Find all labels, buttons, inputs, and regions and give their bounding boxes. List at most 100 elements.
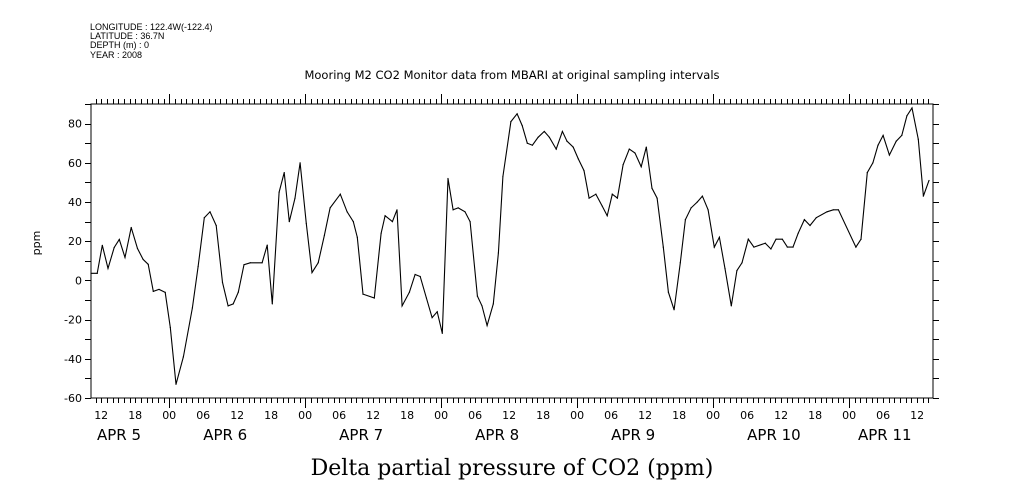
data-point (877, 144, 879, 146)
data-point (447, 177, 449, 180)
data-point (713, 246, 715, 248)
data-point (526, 142, 528, 144)
y-tick-label: 40 (68, 196, 82, 209)
x-tick-label: 00 (434, 409, 448, 422)
data-point (616, 197, 618, 199)
data-point (622, 164, 624, 166)
longitude-label: LONGITUDE : 122.4W(-122.4) (90, 22, 213, 32)
data-point (690, 207, 692, 209)
data-point (662, 246, 664, 248)
data-point (101, 244, 103, 246)
data-point (305, 222, 307, 225)
data-point (640, 166, 642, 168)
data-point (928, 179, 930, 182)
data-point (352, 221, 354, 223)
data-point (209, 211, 211, 213)
data-point (384, 215, 386, 217)
data-point (775, 238, 777, 240)
data-point (815, 217, 817, 219)
y-tick-label: 20 (68, 235, 82, 248)
data-marks (90, 106, 930, 385)
data-point (299, 162, 301, 164)
series-line-delta-pco2 (91, 106, 930, 385)
data-point (696, 201, 698, 203)
x-tick-label: 06 (740, 409, 754, 422)
x-tick-label: 12 (230, 409, 244, 422)
data-point (832, 209, 834, 211)
data-point (431, 317, 433, 319)
data-point (288, 221, 290, 223)
data-point (481, 305, 483, 307)
data-point (797, 232, 799, 234)
x-tick-label: 06 (604, 409, 618, 422)
data-point (469, 221, 471, 223)
data-point (502, 175, 504, 178)
data-point (401, 305, 403, 307)
data-point (158, 288, 160, 291)
data-point (583, 170, 585, 172)
x-tick-label: 12 (94, 409, 108, 422)
data-point (753, 246, 755, 248)
data-point (147, 263, 149, 265)
depth-label: DEPTH (m) : 0 (90, 40, 149, 50)
data-point (182, 356, 184, 358)
y-tick-label: -20 (64, 314, 82, 327)
data-point (860, 238, 862, 240)
x-tick-label: 00 (706, 409, 720, 422)
data-point (764, 242, 766, 244)
x-tick-label: 12 (910, 409, 924, 422)
data-point (476, 295, 479, 297)
data-point (855, 246, 857, 248)
x-tick-label: 18 (672, 409, 686, 422)
x-tick-label: 18 (536, 409, 550, 422)
data-point (396, 209, 398, 211)
x-tick-label: 12 (638, 409, 652, 422)
data-point (572, 146, 574, 148)
data-point (537, 136, 539, 138)
data-point (656, 197, 658, 199)
x-tick-label: 06 (468, 409, 482, 422)
data-point (191, 307, 194, 309)
y-axis-title: ppm (30, 231, 43, 256)
x-tick-label: 18 (808, 409, 822, 422)
x-axis-title: Delta partial pressure of CO2 (ppm) (311, 456, 714, 481)
data-point (595, 193, 597, 195)
x-tick-label: 06 (196, 409, 210, 422)
x-tick-label: 18 (128, 409, 142, 422)
data-point (922, 195, 924, 197)
data-point (809, 224, 811, 227)
data-point (837, 209, 839, 211)
data-point (917, 138, 919, 140)
data-point (452, 209, 454, 211)
x-tick-label: 12 (366, 409, 380, 422)
data-point (271, 303, 273, 305)
y-tick-label: -40 (64, 353, 82, 366)
data-point (130, 226, 132, 229)
data-point (441, 332, 443, 334)
data-point (356, 236, 358, 238)
data-point (895, 140, 897, 142)
data-point (826, 211, 828, 213)
data-point (215, 224, 217, 227)
data-point (516, 113, 518, 115)
data-point (510, 121, 512, 123)
date-label: APR 9 (611, 426, 655, 444)
data-point (113, 246, 115, 249)
x-tick-label: 00 (298, 409, 312, 422)
data-point (792, 246, 794, 248)
data-point (611, 193, 613, 195)
data-point (888, 154, 890, 156)
data-point (362, 293, 364, 295)
x-tick-label: 00 (842, 409, 856, 422)
data-point (457, 207, 459, 209)
data-point (736, 270, 738, 272)
data-point (781, 238, 783, 240)
axes: -60 -40 -20 0 20 40 60 80 12 18 00 06 12 18 00 06 12 18 00… (64, 94, 939, 444)
data-point (237, 291, 239, 293)
data-point (707, 209, 709, 211)
date-label: APR 5 (97, 426, 141, 444)
data-point (606, 215, 608, 217)
data-point (628, 148, 630, 150)
data-point (124, 256, 126, 259)
